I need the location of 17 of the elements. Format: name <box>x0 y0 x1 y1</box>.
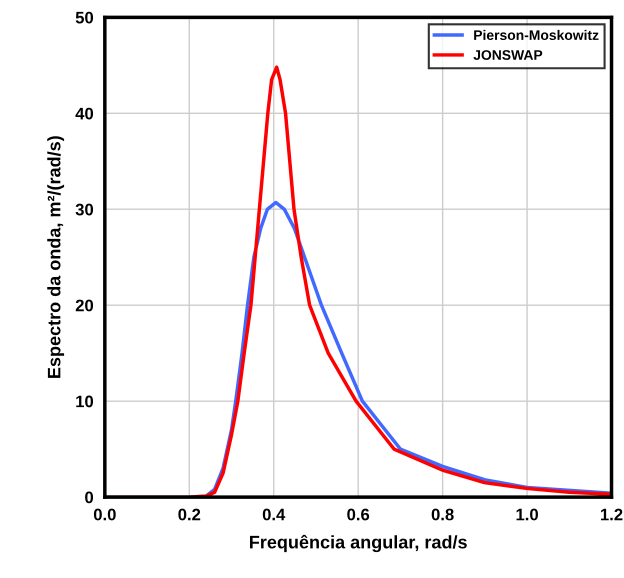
x-tick-label: 1.2 <box>600 508 622 520</box>
y-tick-label: 40 <box>75 108 94 120</box>
x-axis-title: Frequência angular, rad/s <box>250 534 467 552</box>
x-tick-label: 0.2 <box>178 508 200 520</box>
x-tick-label: 0.8 <box>432 508 454 520</box>
legend-label: Pierson-Moskowitz <box>474 30 599 40</box>
legend-label: JONSWAP <box>473 50 542 60</box>
x-tick-label: 1.0 <box>516 508 538 520</box>
x-tick-label: 0.4 <box>262 508 286 520</box>
y-tick-label: 30 <box>76 204 94 216</box>
y-tick-label: 20 <box>76 300 94 312</box>
y-tick-label: 50 <box>76 12 94 24</box>
y-tick-label: 0 <box>85 491 94 504</box>
y-axis-title: Espectro da onda, m²/(rad/s) <box>47 136 64 378</box>
x-tick-label: 0.0 <box>94 508 116 520</box>
y-tick-label: 10 <box>76 396 94 408</box>
x-tick-label: 0.6 <box>347 508 370 520</box>
